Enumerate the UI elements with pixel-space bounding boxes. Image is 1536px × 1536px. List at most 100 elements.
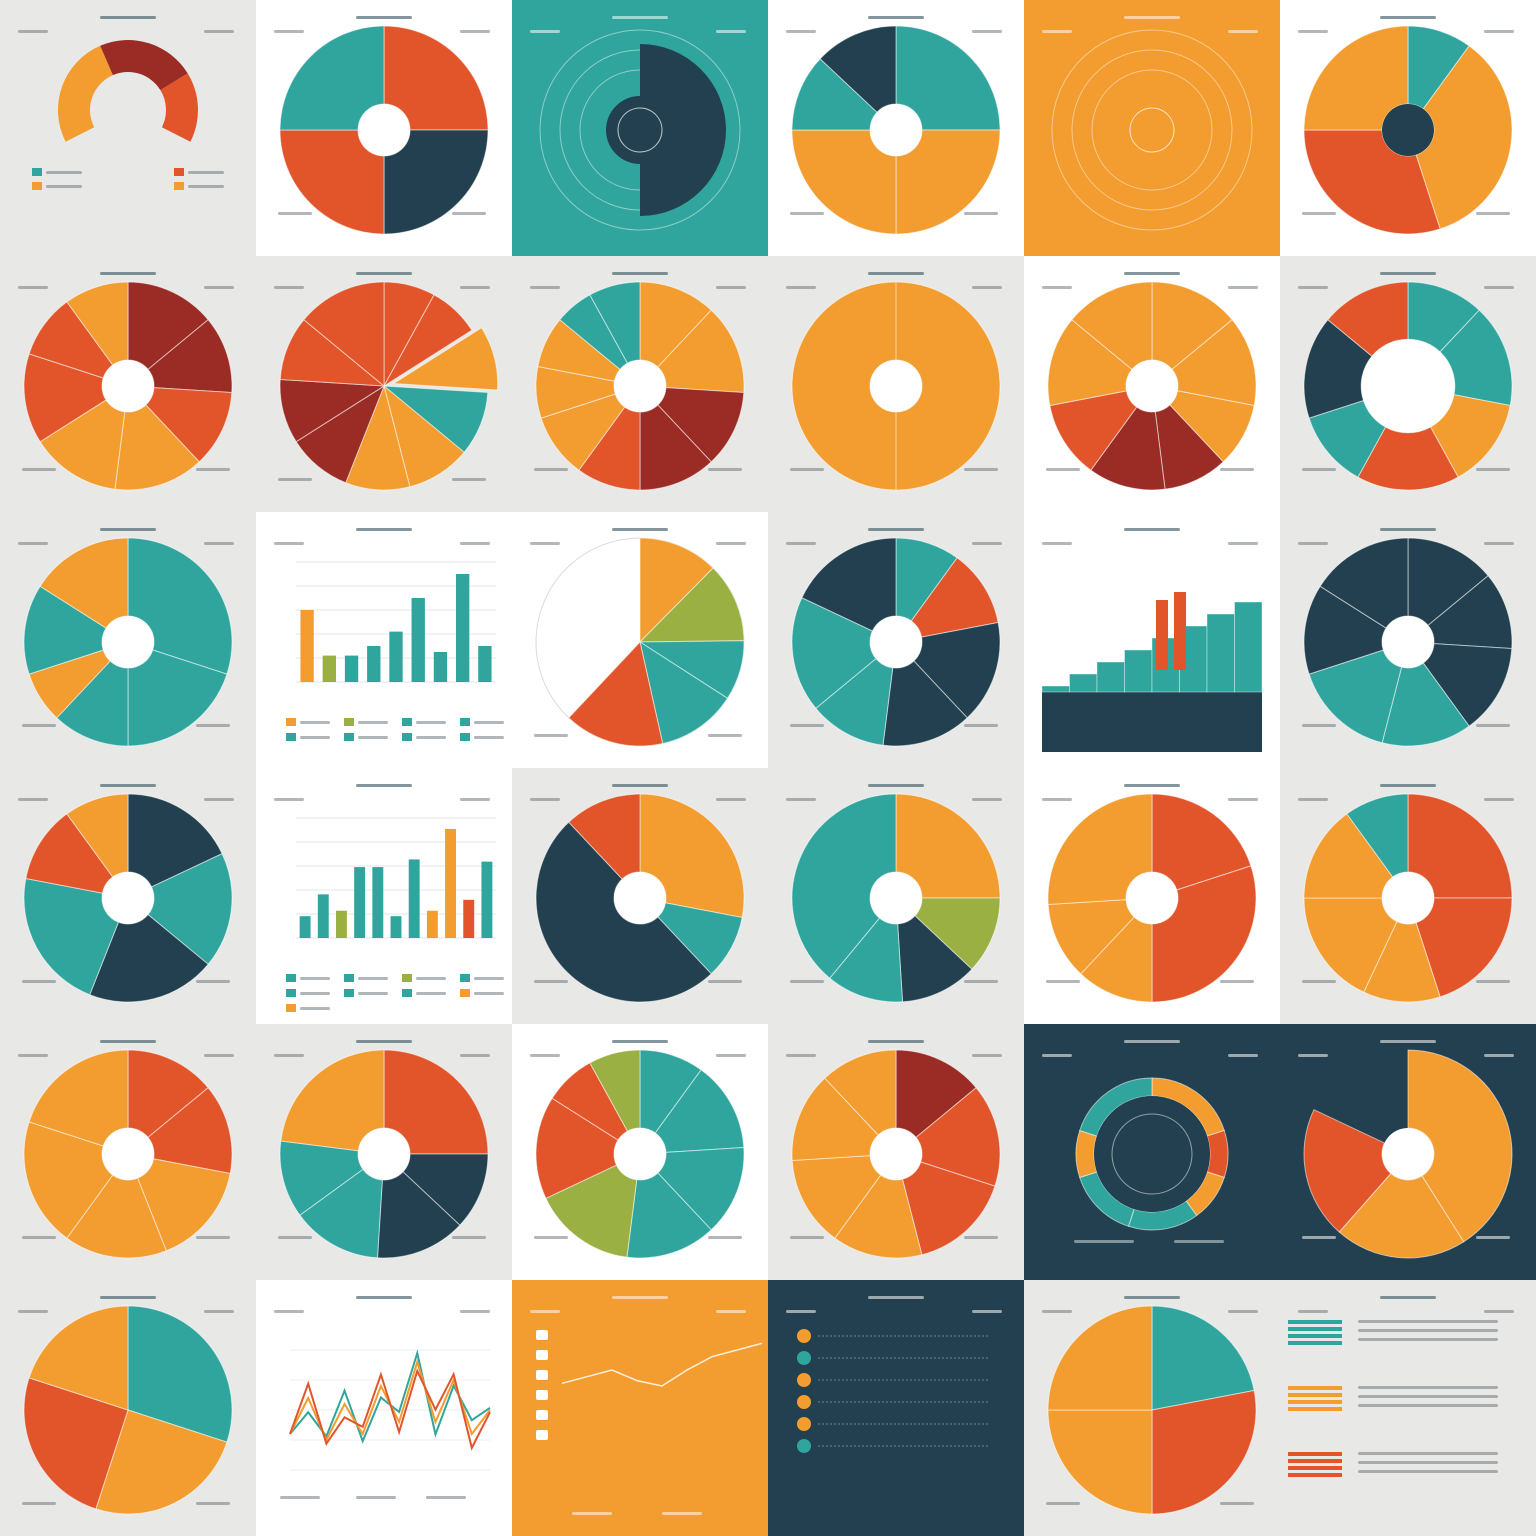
label-mark bbox=[22, 724, 56, 727]
label-mark bbox=[790, 724, 824, 727]
row-marker bbox=[536, 1410, 548, 1420]
label-mark bbox=[358, 977, 388, 980]
label-mark bbox=[1298, 286, 1328, 289]
chart-title-mark bbox=[1380, 1040, 1436, 1043]
label-mark bbox=[196, 724, 230, 727]
donut-hole bbox=[102, 1128, 154, 1180]
label-mark bbox=[18, 1310, 48, 1313]
list-bullet bbox=[797, 1373, 811, 1387]
tile-background bbox=[1024, 0, 1280, 256]
label-mark bbox=[708, 980, 742, 983]
label-mark bbox=[1042, 1054, 1072, 1057]
legend-bar bbox=[1288, 1466, 1342, 1470]
chart-tile-r3c3 bbox=[512, 512, 768, 768]
bar bbox=[463, 899, 475, 938]
chart-tile-r5c2 bbox=[256, 1024, 512, 1280]
chart-tile-r2c2 bbox=[256, 256, 512, 512]
legend-bar bbox=[1288, 1386, 1342, 1390]
donut-hole bbox=[1126, 360, 1178, 412]
label-mark bbox=[1484, 286, 1514, 289]
donut-hole bbox=[614, 1128, 666, 1180]
center-disc bbox=[606, 96, 674, 164]
label-mark bbox=[1046, 1502, 1080, 1505]
label-mark bbox=[204, 798, 234, 801]
label-mark bbox=[474, 736, 504, 739]
label-mark bbox=[1358, 1338, 1498, 1341]
label-mark bbox=[716, 798, 746, 801]
label-mark bbox=[1476, 468, 1510, 471]
label-mark bbox=[1476, 724, 1510, 727]
legend-swatch bbox=[32, 168, 42, 176]
label-mark bbox=[204, 30, 234, 33]
list-bullet bbox=[797, 1417, 811, 1431]
label-mark bbox=[196, 980, 230, 983]
label-mark bbox=[196, 1236, 230, 1239]
label-mark bbox=[972, 1054, 1002, 1057]
bar bbox=[322, 655, 336, 682]
chart-tile-r1c1 bbox=[0, 0, 256, 256]
donut-hole bbox=[870, 872, 922, 924]
bar bbox=[1069, 673, 1098, 693]
tile-background bbox=[256, 768, 512, 1024]
chart-tile-r6c3 bbox=[512, 1280, 768, 1536]
pie-slice bbox=[127, 1305, 233, 1443]
label-mark bbox=[786, 30, 816, 33]
label-mark bbox=[452, 1236, 486, 1239]
label-mark bbox=[1220, 1502, 1254, 1505]
label-mark bbox=[534, 980, 568, 983]
label-mark bbox=[1046, 980, 1080, 983]
tile-background bbox=[0, 0, 256, 256]
list-bullet bbox=[797, 1329, 811, 1343]
label-mark bbox=[1358, 1386, 1498, 1389]
legend-bar bbox=[1288, 1473, 1342, 1477]
label-mark bbox=[716, 286, 746, 289]
chart-title-mark bbox=[612, 272, 668, 275]
bar bbox=[317, 894, 329, 938]
label-mark bbox=[964, 1236, 998, 1239]
chart-title-mark bbox=[868, 1296, 924, 1299]
chart-tile-r4c3 bbox=[512, 768, 768, 1024]
label-mark bbox=[204, 1310, 234, 1313]
label-mark bbox=[274, 542, 304, 545]
bar bbox=[1124, 649, 1153, 693]
label-mark bbox=[1228, 1054, 1258, 1057]
label-mark bbox=[188, 171, 224, 174]
label-mark bbox=[708, 734, 742, 737]
label-mark bbox=[972, 542, 1002, 545]
legend-swatch bbox=[174, 168, 184, 176]
pie-slice bbox=[1206, 1129, 1229, 1179]
legend-bar bbox=[1288, 1400, 1342, 1404]
legend-swatch bbox=[286, 718, 296, 726]
label-mark bbox=[452, 478, 486, 481]
chart-title-mark bbox=[1124, 1040, 1180, 1043]
bar bbox=[1234, 601, 1263, 693]
donut-hole bbox=[358, 104, 410, 156]
legend-bar bbox=[1288, 1327, 1342, 1331]
label-mark bbox=[1228, 30, 1258, 33]
chart-tile-r4c5 bbox=[1024, 768, 1280, 1024]
chart-title-mark bbox=[1380, 784, 1436, 787]
pie-slice bbox=[1151, 1389, 1257, 1515]
label-mark bbox=[18, 798, 48, 801]
chart-tile-r4c2 bbox=[256, 768, 512, 1024]
chart-tile-r6c1 bbox=[0, 1280, 256, 1536]
label-mark bbox=[474, 721, 504, 724]
label-mark bbox=[1476, 212, 1510, 215]
legend-swatch bbox=[344, 989, 354, 997]
center-ring bbox=[1129, 107, 1175, 153]
pie-slice bbox=[1047, 1409, 1153, 1515]
label-mark bbox=[786, 286, 816, 289]
chart-tile-r2c5 bbox=[1024, 256, 1280, 512]
label-mark bbox=[530, 1310, 560, 1313]
legend-swatch bbox=[32, 182, 42, 190]
chart-tile-r2c1 bbox=[0, 256, 256, 512]
chart-tile-r4c4 bbox=[768, 768, 1024, 1024]
label-mark bbox=[356, 1496, 396, 1499]
label-mark bbox=[22, 1236, 56, 1239]
label-mark bbox=[22, 1502, 56, 1505]
legend-bar bbox=[1288, 1341, 1342, 1345]
bar bbox=[336, 910, 347, 938]
label-mark bbox=[18, 542, 48, 545]
label-mark bbox=[278, 212, 312, 215]
label-mark bbox=[274, 1054, 304, 1057]
